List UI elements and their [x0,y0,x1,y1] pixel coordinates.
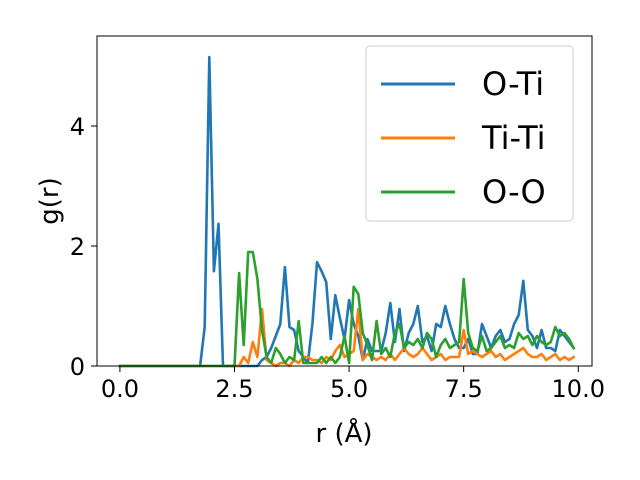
series-line-0 [118,55,576,368]
x-tick-label: 10.0 [552,375,605,403]
legend-box [365,45,574,222]
y-tick-label: 2 [70,233,85,261]
plot-frame [96,35,593,367]
x-tick-label: 2.5 [215,375,253,403]
x-tick-label: 0.0 [101,375,139,403]
legend-label-2: O-O [482,173,546,211]
x-axis-label: r (Å) [315,417,372,449]
y-tick-label: 0 [70,353,85,381]
x-tick-label: 7.5 [445,375,483,403]
legend: O-Ti Ti-Ti O-O [365,45,574,222]
x-tick-label: 5.0 [330,375,368,403]
series-lines [118,55,576,368]
legend-label-1: Ti-Ti [481,119,546,157]
y-axis-ticks: 0 2 4 [70,113,97,381]
legend-label-0: O-Ti [482,65,544,103]
y-tick-label: 4 [70,113,85,141]
y-axis-label: g(r) [35,177,65,224]
series-line-2 [118,250,576,368]
x-axis-ticks: 0.0 2.5 5.0 7.5 10.0 [101,366,605,403]
